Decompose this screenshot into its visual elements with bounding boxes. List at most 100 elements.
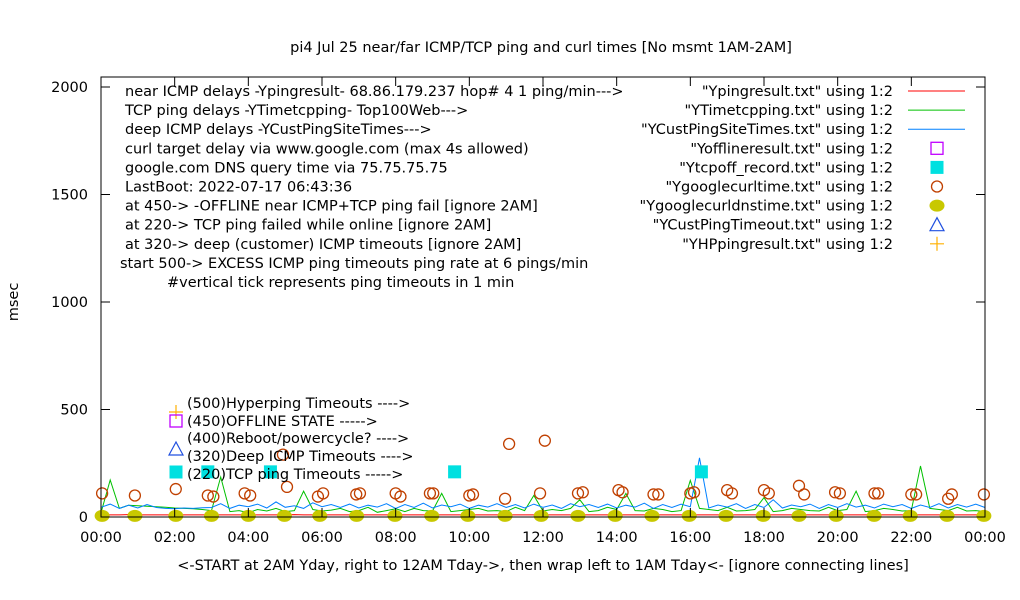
note-line: curl target delay via www.google.com (ma… bbox=[125, 141, 529, 157]
data-point-5 bbox=[238, 487, 251, 500]
x-tick-label: 14:00 bbox=[596, 530, 638, 546]
data-point-5 bbox=[128, 489, 142, 502]
note-line: deep ICMP delays -YCustPingSiteTimes---> bbox=[125, 122, 432, 138]
data-point-5 bbox=[95, 487, 109, 500]
legend-label: "YHPpingresult.txt" using 1:2 bbox=[682, 237, 893, 253]
data-point-6 bbox=[939, 509, 955, 522]
data-point-5 bbox=[828, 486, 842, 499]
data-point-5 bbox=[466, 488, 480, 501]
x-tick-label: 04:00 bbox=[227, 530, 269, 546]
marker-label: (500)Hyperping Timeouts ----> bbox=[187, 396, 410, 412]
note-line: TCP ping delays -YTimetcpping- Top100Web… bbox=[124, 103, 468, 119]
legend-label: "Ygooglecurldnstime.txt" using 1:2 bbox=[640, 199, 893, 215]
x-tick-label: 00:00 bbox=[80, 530, 122, 546]
data-point-5 bbox=[687, 486, 701, 499]
marker-label: (450)OFFLINE STATE -----> bbox=[187, 414, 378, 430]
data-point-5 bbox=[427, 487, 440, 500]
data-point-6 bbox=[204, 509, 219, 522]
data-point-5 bbox=[498, 492, 512, 505]
marker-label-icon bbox=[169, 405, 183, 419]
data-point-5 bbox=[833, 487, 847, 500]
data-point-5 bbox=[647, 488, 660, 501]
data-point-5 bbox=[977, 488, 991, 501]
marker-label: (400)Reboot/powercycle? ----> bbox=[187, 431, 409, 447]
data-point-6 bbox=[791, 509, 807, 522]
data-point-6 bbox=[276, 509, 292, 522]
data-point-5 bbox=[905, 488, 918, 501]
data-point-6 bbox=[94, 509, 110, 522]
note-line: near ICMP delays -Ypingresult- 68.86.179… bbox=[125, 84, 624, 100]
data-point-5 bbox=[207, 490, 220, 503]
note-line: at 450-> -OFFLINE near ICMP+TCP ping fai… bbox=[125, 199, 538, 215]
x-tick-label: 12:00 bbox=[522, 530, 564, 546]
data-point-6 bbox=[349, 509, 365, 522]
legend-marker-sample bbox=[930, 160, 944, 174]
x-tick-label: 22:00 bbox=[890, 530, 932, 546]
data-point-5 bbox=[280, 480, 294, 494]
data-point-5 bbox=[538, 434, 551, 447]
data-point-6 bbox=[312, 509, 328, 522]
data-point-5 bbox=[502, 437, 516, 451]
note-line: at 320-> deep (customer) ICMP timeouts [… bbox=[125, 237, 521, 253]
data-point-5 bbox=[423, 487, 437, 500]
legend-label: "Yofflineresult.txt" using 1:2 bbox=[690, 141, 893, 157]
y-tick-label: 1000 bbox=[51, 295, 88, 311]
axes: 0 500 1000 1500 2000 00:00 02:00 04:00 06:00 08:0… bbox=[51, 77, 1006, 546]
data-point-4 bbox=[263, 465, 277, 479]
data-point-6 bbox=[497, 509, 513, 522]
data-point-6 bbox=[828, 509, 844, 522]
series-line-2 bbox=[100, 457, 986, 510]
data-point-5 bbox=[909, 488, 923, 501]
data-point-5 bbox=[942, 492, 955, 505]
note-line: at 220-> TCP ping failed while online [i… bbox=[125, 218, 491, 234]
legend-label: "YCustPingTimeout.txt" using 1:2 bbox=[653, 218, 893, 234]
data-point-5 bbox=[394, 490, 407, 503]
data-point-5 bbox=[868, 487, 881, 500]
marker-label-icon bbox=[169, 465, 183, 479]
data-point-5 bbox=[353, 487, 367, 500]
data-point-5 bbox=[945, 488, 958, 501]
y-tick-label: 500 bbox=[60, 403, 88, 419]
data-point-5 bbox=[616, 486, 629, 499]
notes-block: near ICMP delays -Ypingresult- 68.86.179… bbox=[120, 84, 624, 483]
legend-marker-sample bbox=[930, 141, 944, 155]
legend-label: "YCustPingSiteTimes.txt" using 1:2 bbox=[641, 122, 893, 138]
data-point-6 bbox=[755, 509, 771, 522]
x-tick-label: 10:00 bbox=[448, 530, 490, 546]
data-point-6 bbox=[644, 509, 660, 522]
data-point-6 bbox=[424, 509, 440, 522]
data-point-6 bbox=[718, 509, 734, 522]
data-point-6 bbox=[127, 509, 143, 522]
data-point-6 bbox=[570, 509, 586, 522]
legend-label: "Ypingresult.txt" using 1:2 bbox=[702, 84, 893, 100]
chart-title: pi4 Jul 25 near/far ICMP/TCP ping and cu… bbox=[290, 40, 792, 56]
data-point-6 bbox=[681, 509, 697, 522]
legend-marker-sample bbox=[930, 236, 944, 251]
y-axis-label: msec bbox=[6, 283, 22, 322]
x-axis-label: <-START at 2AM Yday, right to 12AM Tday-… bbox=[177, 558, 909, 574]
y-tick-label: 2000 bbox=[51, 80, 88, 96]
marker-label-icon bbox=[167, 440, 185, 456]
legend-label: "Ygooglecurltime.txt" using 1:2 bbox=[666, 180, 894, 196]
legend-marker-sample bbox=[930, 180, 944, 193]
data-point-6 bbox=[460, 509, 476, 522]
legend: "Ypingresult.txt" using 1:2 "YTimetcpping… bbox=[640, 84, 965, 253]
data-point-5 bbox=[533, 487, 547, 500]
x-tick-label: 08:00 bbox=[375, 530, 417, 546]
data-point-6 bbox=[607, 509, 623, 522]
y-tick-label: 1500 bbox=[51, 188, 88, 204]
data-point-5 bbox=[576, 486, 589, 499]
data-point-4 bbox=[201, 465, 215, 479]
legend-label: "YTimetcpping.txt" using 1:2 bbox=[685, 103, 893, 119]
marker-label: (220)TCP ping Timeouts -----> bbox=[187, 467, 403, 483]
data-point-5 bbox=[571, 487, 585, 500]
marker-label-icon bbox=[169, 414, 183, 428]
data-point-5 bbox=[872, 487, 885, 500]
note-line: start 500-> EXCESS ICMP ping timeouts pi… bbox=[120, 256, 588, 272]
marker-label: (320)Deep ICMP Timeouts ----> bbox=[187, 449, 414, 465]
x-tick-label: 06:00 bbox=[301, 530, 343, 546]
data-point-5 bbox=[244, 489, 257, 502]
note-line: google.com DNS query time via 75.75.75.7… bbox=[125, 160, 448, 176]
data-point-5 bbox=[169, 482, 182, 496]
